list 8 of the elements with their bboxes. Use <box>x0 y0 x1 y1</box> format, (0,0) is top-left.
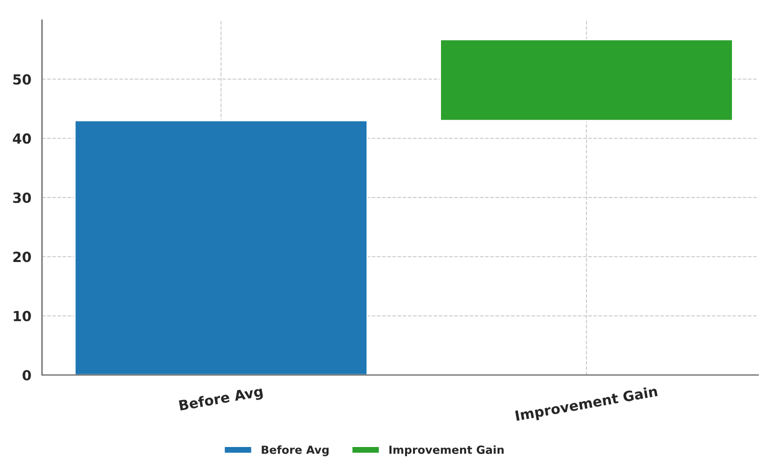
y-tick-label: 30 <box>13 192 31 203</box>
legend-label: Improvement Gain <box>389 445 504 456</box>
y-tick-label: 40 <box>12 133 31 144</box>
y-tick-label: 50 <box>13 74 31 85</box>
y-tick-label: 20 <box>13 252 31 262</box>
y-tick-label: 10 <box>14 310 31 322</box>
y-tick-label: 0 <box>22 370 31 380</box>
legend-label: Before Avg <box>262 445 329 456</box>
